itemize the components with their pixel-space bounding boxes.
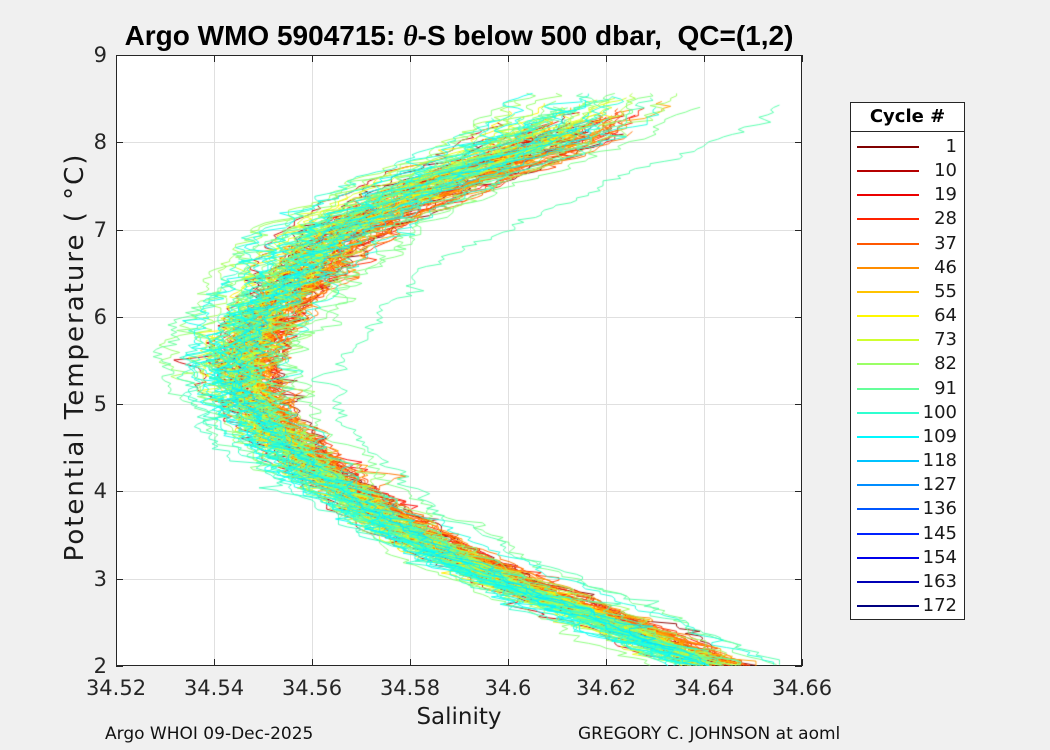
legend-entry-label: 73 [934, 329, 957, 351]
legend-entry-label: 28 [934, 208, 957, 230]
legend-line-sample [857, 363, 919, 366]
x-tick-label: 34.64 [673, 676, 735, 700]
legend-entry-label: 1 [945, 136, 957, 157]
legend-line-sample [857, 484, 919, 487]
legend-line-sample [857, 339, 919, 342]
legend-entry-label: 109 [922, 425, 957, 447]
legend-entry-label: 19 [934, 184, 957, 206]
legend-line-sample [857, 218, 919, 221]
legend-entry-label: 82 [934, 353, 957, 375]
x-axis-label: Salinity [416, 704, 502, 730]
x-tick-label: 34.6 [484, 676, 532, 700]
legend-entry-label: 91 [934, 377, 957, 399]
y-tick-label: 3 [93, 566, 107, 591]
legend-line-sample [857, 605, 919, 607]
legend-entry-label: 145 [922, 522, 957, 544]
x-tick-label: 34.66 [771, 676, 833, 700]
legend-title: Cycle # [851, 103, 964, 132]
y-tick-label: 4 [93, 479, 107, 504]
y-tick-label: 9 [93, 43, 107, 67]
legend-line-sample [857, 266, 919, 269]
chart-title-theta-symbol: θ [403, 21, 418, 52]
legend-entry-label: 172 [922, 595, 957, 616]
legend-line-sample [857, 556, 919, 559]
chart-title: Argo WMO 5904715: θ-S below 500 dbar, QC… [116, 22, 802, 51]
legend-entry-label: 10 [934, 160, 957, 182]
legend-line-sample [857, 315, 919, 318]
x-tick-label: 34.62 [575, 676, 637, 700]
x-tick-label: 34.56 [281, 676, 343, 700]
legend-line-sample [857, 532, 919, 535]
legend-entry-label: 163 [922, 570, 957, 592]
legend-entry-label: 127 [922, 474, 957, 496]
legend-box: Cycle # 1 10 19 28 37 46 55 64 73 82 91 100 109 118 12… [850, 102, 965, 620]
legend-line-sample [857, 290, 919, 293]
legend-entry-label: 118 [922, 450, 957, 472]
legend-entry-label: 46 [934, 256, 957, 278]
profile-lines-canvas [116, 55, 802, 666]
y-tick-label: 8 [93, 130, 107, 155]
legend-line-sample [857, 387, 919, 390]
legend-entries: 1 10 19 28 37 46 55 64 73 82 91 100 109 118 127 136 145 1… [851, 132, 964, 619]
x-tick-label: 34.52 [85, 676, 147, 700]
annotation-bottom-left: Argo WHOI 09-Dec-2025 [105, 724, 314, 744]
legend-line-sample [857, 460, 919, 463]
legend-line-sample [857, 435, 919, 438]
annotation-bottom-right: GREGORY C. JOHNSON at aoml [578, 724, 841, 744]
legend-line-sample [857, 146, 919, 148]
legend-line-sample [857, 411, 919, 414]
legend-entry-label: 55 [934, 280, 957, 302]
legend-line-sample [857, 242, 919, 245]
y-tick-label: 7 [93, 217, 107, 242]
legend-entry-label: 64 [934, 305, 957, 327]
x-tick-label: 34.58 [379, 676, 441, 700]
y-axis-label: Potential Temperature ( °C) [60, 152, 90, 562]
y-tick-label: 6 [93, 304, 107, 329]
y-tick-label: 5 [93, 392, 107, 417]
legend-line-sample [857, 194, 919, 197]
legend-entry-label: 100 [922, 401, 957, 423]
chart-title-suffix: -S below 500 dbar, QC=(1,2) [417, 20, 794, 51]
legend-entry-label: 136 [922, 498, 957, 520]
x-tick-label: 34.54 [183, 676, 245, 700]
y-tick-label: 2 [93, 654, 107, 678]
legend-entry-label: 37 [934, 232, 957, 254]
legend-line-sample [857, 170, 919, 173]
legend-line-sample [857, 508, 919, 511]
legend-entry-label: 154 [922, 546, 957, 568]
chart-title-prefix: Argo WMO 5904715: [124, 20, 404, 51]
legend-line-sample [857, 580, 919, 583]
